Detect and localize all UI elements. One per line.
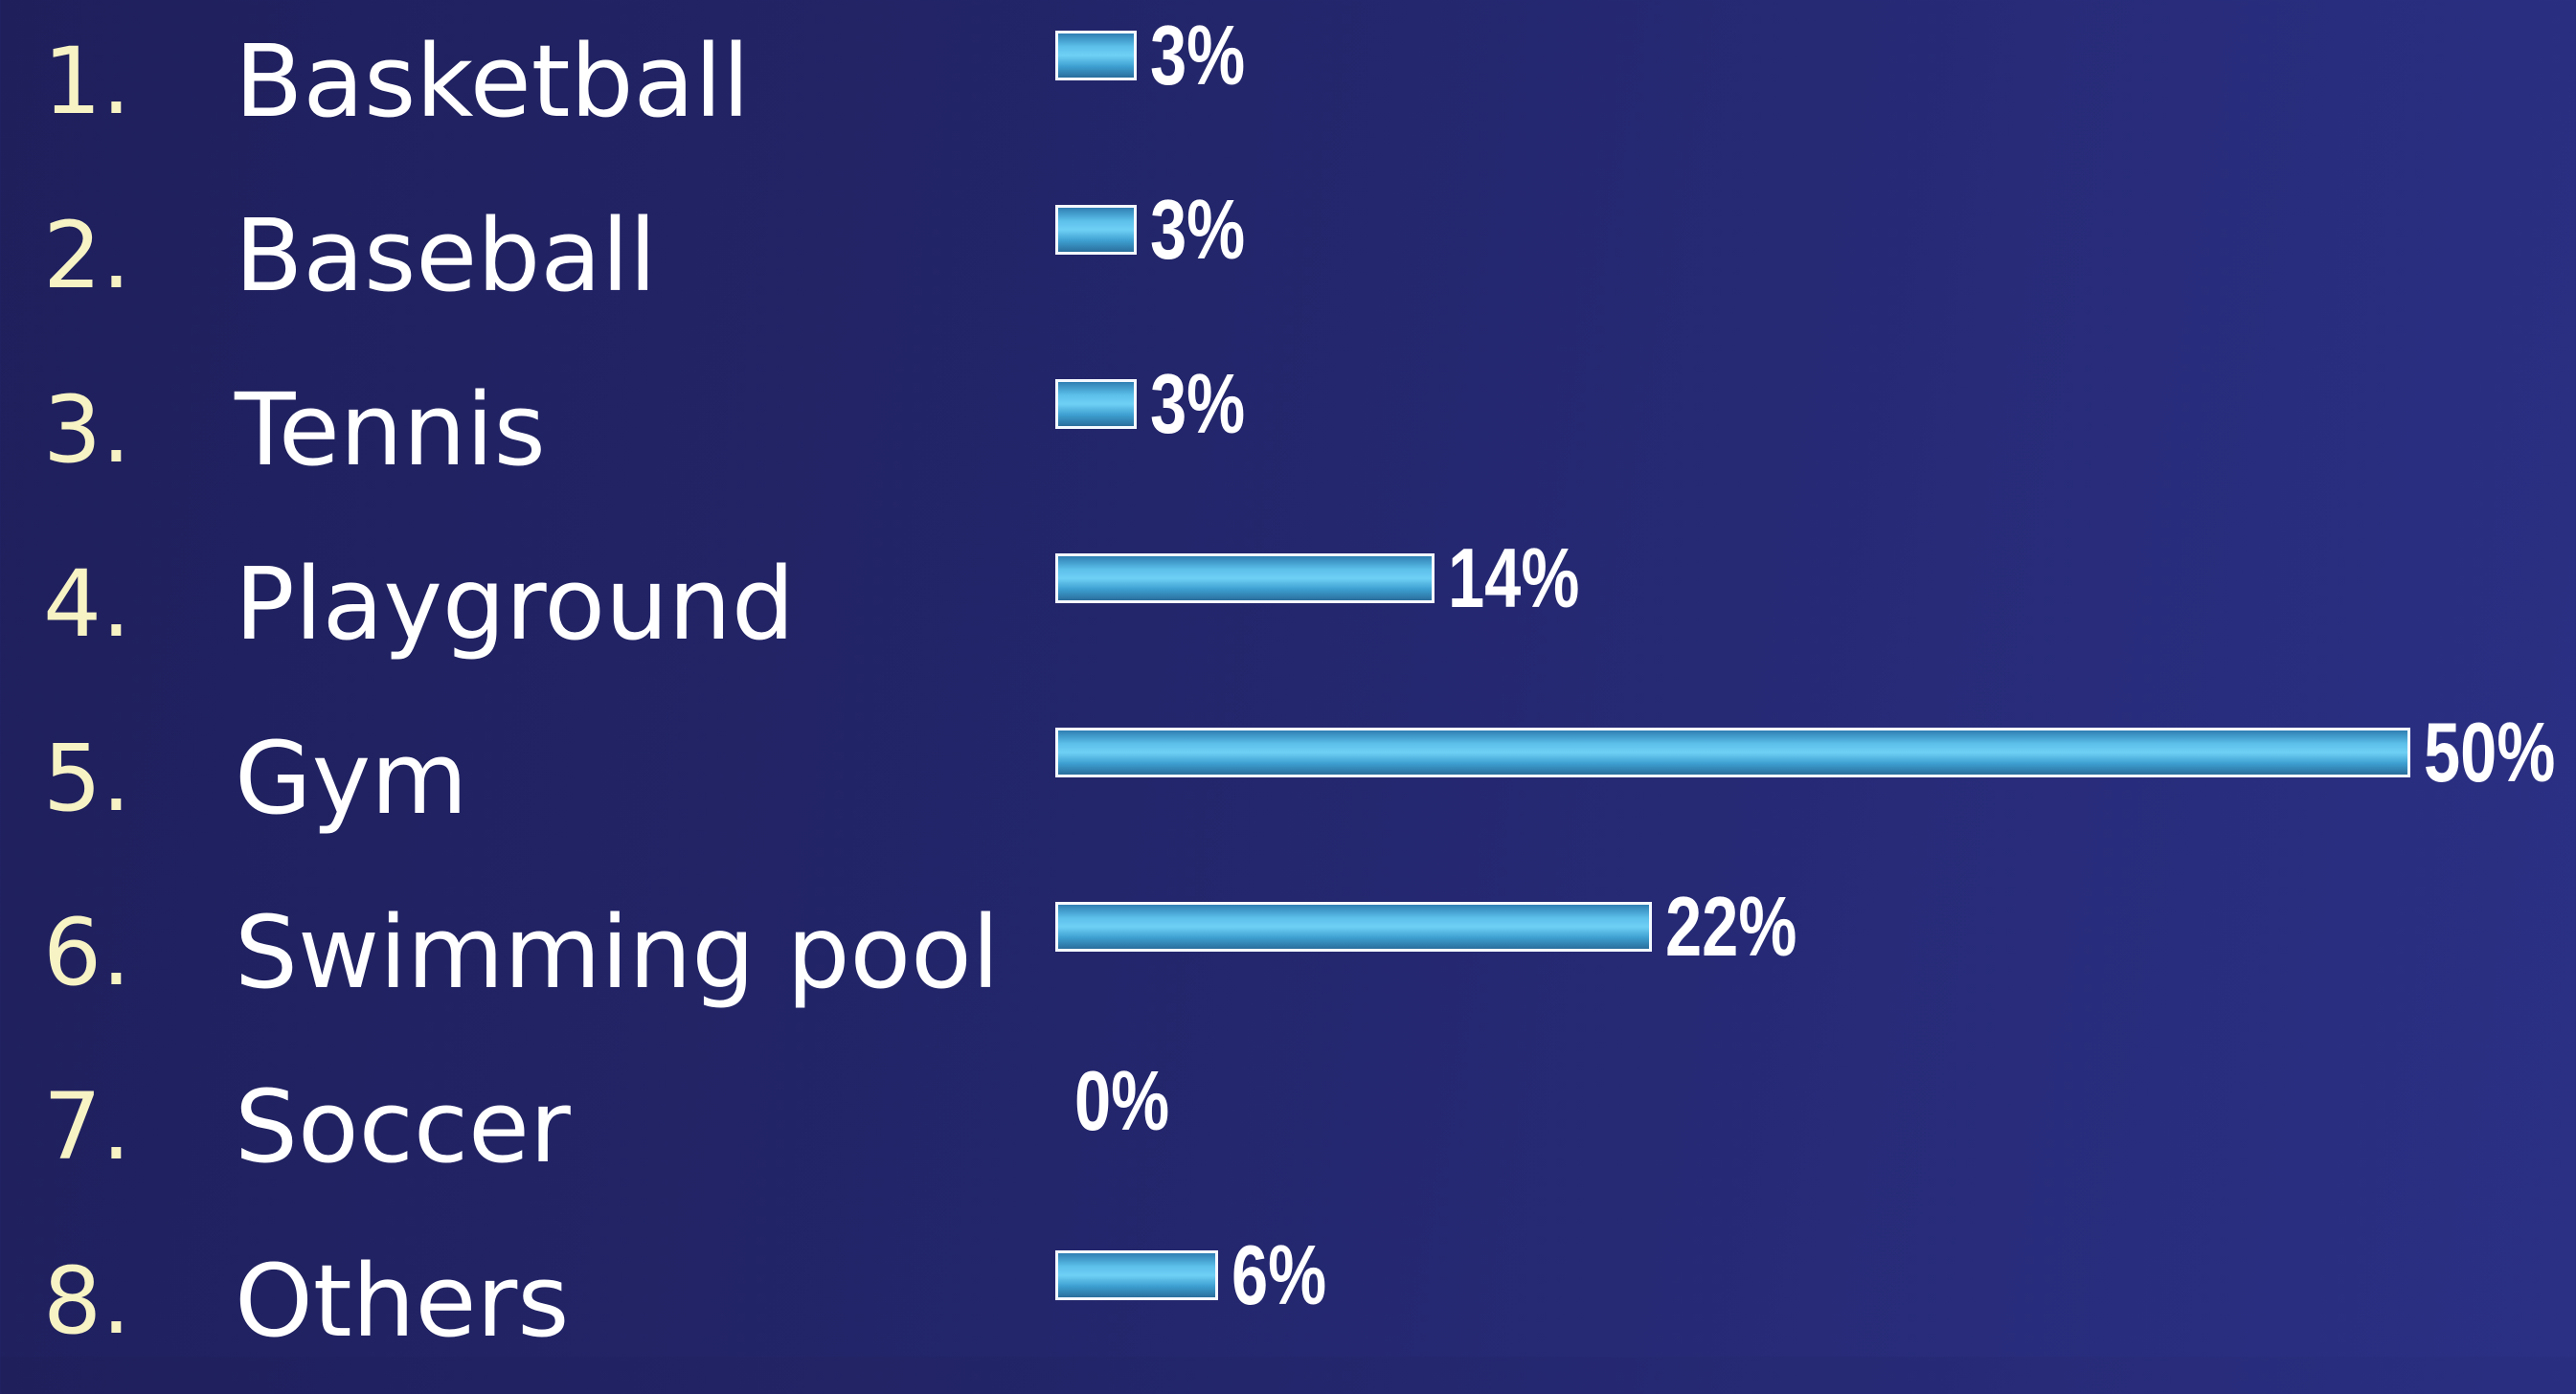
category-number: 3. bbox=[43, 376, 131, 483]
bar-row: 6. Swimming pool 22% bbox=[0, 871, 2576, 1046]
value-label: 0% bbox=[1074, 1053, 1170, 1148]
bar-row: 5. Gym 50% bbox=[0, 697, 2576, 871]
category-label: Playground bbox=[235, 546, 795, 663]
value-label: 3% bbox=[1150, 8, 1246, 102]
category-label: Soccer bbox=[235, 1068, 571, 1185]
value-label: 6% bbox=[1232, 1227, 1327, 1322]
category-label: Basketball bbox=[235, 23, 751, 140]
category-number: 8. bbox=[43, 1248, 131, 1355]
category-label: Others bbox=[235, 1243, 570, 1360]
value-label: 14% bbox=[1448, 530, 1580, 625]
category-label: Tennis bbox=[235, 371, 546, 488]
category-number: 5. bbox=[43, 725, 131, 832]
bar-row: 2. Baseball 3% bbox=[0, 174, 2576, 348]
category-number: 7. bbox=[43, 1073, 131, 1180]
bar-row: 7. Soccer 0% bbox=[0, 1046, 2576, 1220]
bar bbox=[1055, 553, 1435, 603]
bar bbox=[1055, 1250, 1218, 1300]
bar bbox=[1055, 31, 1137, 80]
category-number: 4. bbox=[43, 551, 131, 658]
bar bbox=[1055, 902, 1652, 952]
category-number: 2. bbox=[43, 202, 131, 309]
category-label: Swimming pool bbox=[235, 894, 1000, 1011]
value-label: 22% bbox=[1665, 879, 1797, 974]
poll-results-chart: 1. Basketball 3% 2. Baseball 3% 3. Tennis 3% 4. Pl… bbox=[0, 0, 2576, 1354]
bar-row: 3. Tennis 3% bbox=[0, 348, 2576, 523]
bar bbox=[1055, 728, 2410, 777]
category-label: Baseball bbox=[235, 197, 657, 314]
category-label: Gym bbox=[235, 720, 468, 837]
bar-row: 4. Playground 14% bbox=[0, 523, 2576, 697]
category-number: 6. bbox=[43, 899, 131, 1006]
category-number: 1. bbox=[43, 28, 131, 135]
bar-row: 1. Basketball 3% bbox=[0, 0, 2576, 174]
value-label: 3% bbox=[1150, 356, 1246, 451]
value-label: 3% bbox=[1150, 182, 1246, 277]
bar bbox=[1055, 379, 1137, 429]
bar bbox=[1055, 205, 1137, 255]
value-label: 50% bbox=[2424, 705, 2556, 799]
bar-row: 8. Others 6% bbox=[0, 1220, 2576, 1394]
